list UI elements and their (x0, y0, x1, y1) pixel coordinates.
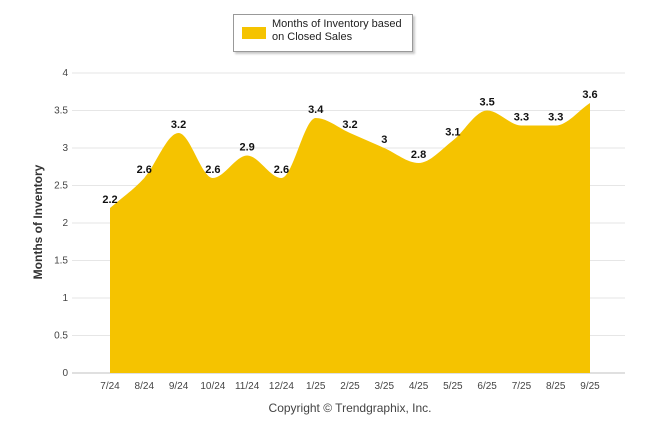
x-tick-label: 5/25 (443, 381, 463, 392)
data-label: 3.2 (171, 119, 186, 131)
y-tick-label: 1 (62, 293, 68, 304)
y-tick-label: 2.5 (54, 181, 68, 192)
x-tick-label: 7/24 (100, 381, 120, 392)
y-axis-title: Months of Inventory (31, 164, 45, 279)
y-tick-label: 1.5 (54, 256, 68, 267)
x-tick-label: 3/25 (375, 381, 395, 392)
copyright-text: Copyright © Trendgraphix, Inc. (269, 401, 432, 415)
x-tick-label: 9/25 (580, 381, 600, 392)
area-series (110, 103, 590, 373)
x-tick-label: 8/25 (546, 381, 566, 392)
legend-label: Months of Inventory based on Closed Sale… (272, 18, 402, 43)
x-tick-label: 9/24 (169, 381, 189, 392)
data-label: 3.1 (445, 127, 460, 139)
y-tick-label: 2 (62, 218, 68, 229)
legend-swatch (242, 27, 266, 39)
x-tick-label: 7/25 (512, 381, 532, 392)
y-axis-ticks: 0 0.5 1 1.5 2 2.5 3 3.5 4 (54, 68, 68, 379)
x-tick-label: 6/25 (477, 381, 497, 392)
data-label: 3.4 (308, 104, 324, 116)
data-label: 2.9 (239, 142, 254, 154)
x-tick-label: 10/24 (200, 381, 225, 392)
data-label: 3.3 (514, 112, 529, 124)
data-labels: 2.2 2.6 3.2 2.6 2.9 2.6 3.4 3.2 3 2.8 3.1 3.5 3.3 3.3… (102, 89, 597, 206)
x-tick-label: 4/25 (409, 381, 429, 392)
data-label: 3 (381, 134, 387, 146)
data-label: 3.6 (582, 89, 597, 101)
y-tick-label: 0 (62, 368, 68, 379)
data-label: 2.6 (137, 164, 152, 176)
data-label: 2.6 (205, 164, 220, 176)
x-tick-label: 8/24 (135, 381, 155, 392)
data-label: 2.6 (274, 164, 289, 176)
y-tick-label: 0.5 (54, 331, 68, 342)
data-label: 3.2 (342, 119, 357, 131)
y-tick-label: 4 (62, 68, 68, 79)
x-tick-label: 1/25 (306, 381, 326, 392)
data-label: 2.2 (102, 194, 117, 206)
y-tick-label: 3 (62, 143, 68, 154)
x-axis-ticks: 7/24 8/24 9/24 10/24 11/24 12/24 1/25 2/25 3/25 4… (100, 381, 600, 392)
x-tick-label: 12/24 (269, 381, 294, 392)
data-label: 2.8 (411, 149, 426, 161)
x-tick-label: 11/24 (235, 381, 260, 392)
x-tick-label: 2/25 (340, 381, 360, 392)
data-label: 3.5 (479, 97, 494, 109)
legend: Months of Inventory based on Closed Sale… (233, 14, 413, 52)
data-label: 3.3 (548, 112, 563, 124)
y-tick-label: 3.5 (54, 106, 68, 117)
